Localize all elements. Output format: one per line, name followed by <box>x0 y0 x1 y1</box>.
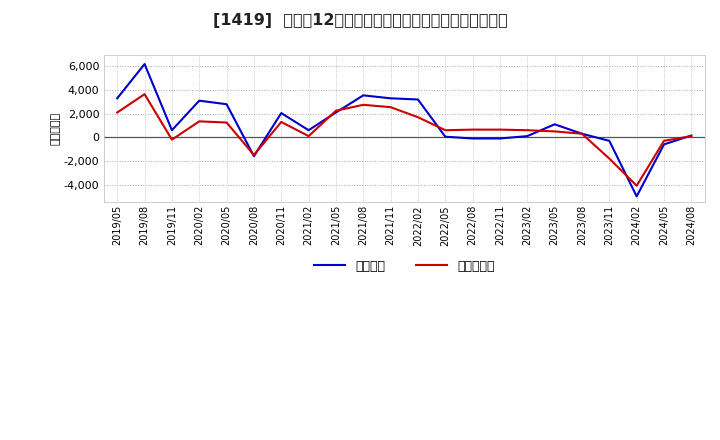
経常利益 <box>660 142 668 147</box>
当期純利益 <box>305 133 313 139</box>
経常利益 <box>495 136 504 141</box>
経常利益 <box>550 122 559 127</box>
経常利益 <box>113 95 122 101</box>
経常利益 <box>168 128 176 133</box>
当期純利益 <box>140 92 149 97</box>
当期純利益 <box>359 102 368 107</box>
経常利益 <box>195 98 204 103</box>
経常利益 <box>468 136 477 141</box>
経常利益 <box>305 128 313 133</box>
経常利益 <box>441 134 449 139</box>
当期純利益 <box>577 131 586 136</box>
経常利益 <box>523 133 531 139</box>
当期純利益 <box>113 110 122 115</box>
経常利益 <box>250 154 258 159</box>
当期純利益 <box>687 133 696 139</box>
経常利益 <box>387 95 395 101</box>
当期純利益 <box>605 156 613 161</box>
当期純利益 <box>495 127 504 132</box>
経常利益 <box>332 110 341 115</box>
当期純利益 <box>387 105 395 110</box>
当期純利益 <box>441 128 449 133</box>
経常利益 <box>413 97 422 102</box>
当期純利益 <box>468 127 477 132</box>
Y-axis label: （百万円）: （百万円） <box>51 112 61 145</box>
経常利益 <box>140 62 149 67</box>
Legend: 経常利益, 当期純利益: 経常利益, 当期純利益 <box>314 260 495 273</box>
経常利益 <box>687 133 696 138</box>
当期純利益 <box>523 128 531 133</box>
当期純利益 <box>632 183 641 188</box>
Line: 経常利益: 経常利益 <box>117 64 691 196</box>
当期純利益 <box>195 119 204 124</box>
当期純利益 <box>277 119 286 125</box>
当期純利益 <box>550 129 559 134</box>
当期純利益 <box>222 120 231 125</box>
経常利益 <box>632 194 641 199</box>
経常利益 <box>222 102 231 107</box>
経常利益 <box>605 138 613 143</box>
経常利益 <box>359 93 368 98</box>
当期純利益 <box>660 138 668 143</box>
当期純利益 <box>168 137 176 142</box>
Text: [1419]  利益だ12か月移動合計の対前年同期増減額の推移: [1419] 利益だ12か月移動合計の対前年同期増減額の推移 <box>212 13 508 28</box>
当期純利益 <box>250 152 258 158</box>
当期純利益 <box>413 114 422 120</box>
当期純利益 <box>332 108 341 114</box>
経常利益 <box>277 110 286 116</box>
経常利益 <box>577 131 586 136</box>
Line: 当期純利益: 当期純利益 <box>117 94 691 186</box>
